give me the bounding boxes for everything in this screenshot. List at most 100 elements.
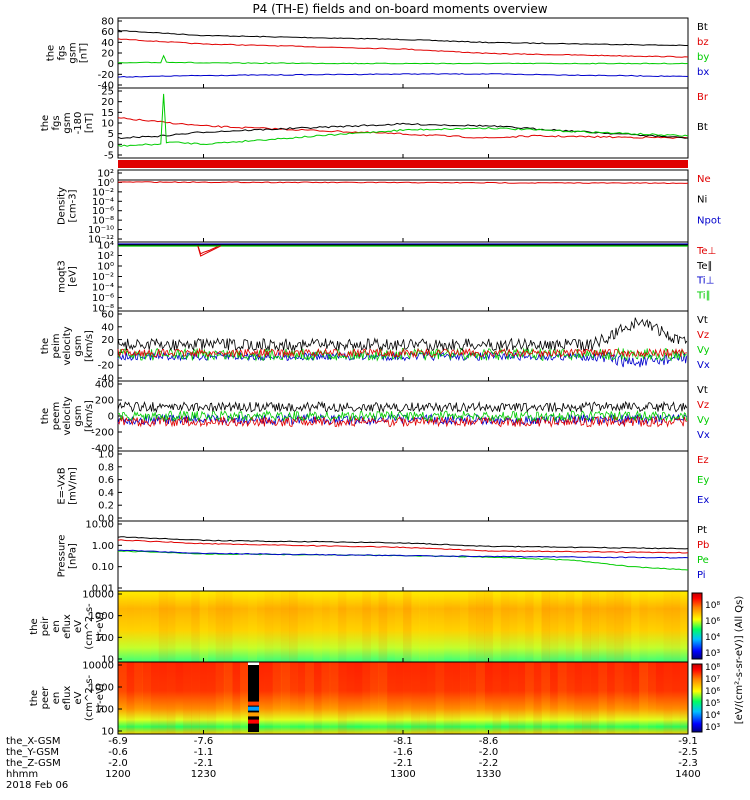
- spectrogram-column: [557, 662, 567, 734]
- legend-entry: Bt: [697, 22, 708, 33]
- spectrogram-column: [215, 662, 225, 734]
- legend-entry: bz: [697, 37, 709, 48]
- spectrogram-column: [362, 662, 371, 734]
- footer-value: -2.0: [108, 758, 128, 769]
- y-tick-label: 0.10: [92, 562, 114, 573]
- legend-entry: Ex: [697, 495, 709, 506]
- y-axis-label: sr-eV): [95, 683, 106, 712]
- colorbar-electron: [691, 663, 703, 733]
- panel-8: 10.00 1.00 0.10 0.01 Pressure [nPa] Pt Pb Pe Pi: [57, 520, 710, 595]
- footer-value: 1330: [476, 769, 501, 780]
- spectrogram-column: [280, 591, 290, 662]
- spectrogram-column: [208, 591, 217, 662]
- legend-entry: Vy: [697, 415, 710, 426]
- y-tick-label: 10: [101, 655, 114, 666]
- legend-entry: Ez: [697, 455, 709, 466]
- spectrogram-column: [411, 591, 420, 662]
- legend-entry: Ni: [697, 195, 707, 206]
- spectrogram-column: [598, 662, 608, 734]
- y-tick-label: 10⁻²: [92, 187, 114, 198]
- spectrogram-column: [183, 591, 192, 662]
- spectrogram-column: [533, 662, 542, 734]
- series-bz-line: [117, 38, 689, 58]
- spectrogram-column: [452, 591, 461, 662]
- spectrogram-column: [565, 662, 575, 734]
- spectrogram-column: [525, 591, 534, 662]
- spectrogram-column: [639, 662, 648, 734]
- y-axis-label: -180: [73, 112, 84, 135]
- spectrogram-column: [142, 591, 152, 662]
- y-axis-label: the: [29, 618, 40, 634]
- spectrogram-column: [158, 591, 168, 662]
- legend-entry: Bt: [697, 122, 708, 133]
- y-axis-label: velocity: [62, 326, 73, 365]
- spectrogram-column: [240, 591, 249, 662]
- spectrogram-column: [175, 662, 184, 734]
- spectrogram-column: [150, 662, 160, 734]
- y-axis-label: (cm^2-s-: [84, 603, 95, 650]
- y-tick-label: 10⁴: [97, 241, 114, 252]
- colorbar-tick-label: 10⁴: [705, 711, 720, 721]
- colorbar-label: [eV/(cm²-s-sr-eV)] (All Qs): [734, 596, 745, 725]
- spectrogram-column: [671, 662, 681, 734]
- y-tick-label: -40: [98, 374, 114, 385]
- spectrogram-column: [264, 662, 274, 734]
- spectrogram-column: [565, 591, 575, 662]
- spectrogram-column: [223, 591, 233, 662]
- y-tick-label: 0: [108, 412, 114, 423]
- y-tick-label: 80: [101, 17, 114, 28]
- spectrogram-column: [476, 591, 485, 662]
- spectrogram-column: [671, 591, 681, 662]
- data-gap-band: [248, 706, 259, 711]
- colorbar-tick-label: 10⁷: [705, 675, 720, 685]
- spectrogram-column: [232, 662, 241, 734]
- spectrogram-column: [484, 591, 494, 662]
- spectrogram-column: [655, 591, 664, 662]
- spectrogram-column: [541, 662, 551, 734]
- y-tick-label: 10000: [82, 661, 114, 672]
- data-gap-band: [248, 701, 259, 706]
- spectrogram-column: [631, 662, 640, 734]
- footer-row-label: the_Z-GSM: [6, 758, 61, 769]
- y-tick-label: 10.00: [85, 520, 114, 531]
- footer-row-label: the_Y-GSM: [6, 747, 59, 758]
- spectrogram-column: [679, 662, 689, 734]
- footer-value: -2.2: [479, 758, 499, 769]
- spectrogram-column: [679, 591, 689, 662]
- data-gap-band: [248, 719, 259, 724]
- series-green-line: [117, 93, 689, 147]
- footer-value: -2.0: [479, 747, 499, 758]
- spectrogram-column: [142, 662, 152, 734]
- y-tick-label: -400: [91, 444, 114, 455]
- legend-entry: Pe: [697, 555, 709, 566]
- y-tick-label: 0.6: [98, 475, 114, 486]
- y-axis-label: (cm^2-s-: [84, 674, 95, 721]
- footer-value: 1230: [191, 769, 216, 780]
- spectrogram-column: [443, 662, 453, 734]
- y-axis-label: gsm: [73, 335, 84, 356]
- y-axis-label: peem: [51, 402, 62, 430]
- legend-entry: Ti⊥: [696, 276, 714, 287]
- panel-frame: [117, 310, 689, 382]
- y-tick-label: 10⁰: [97, 178, 114, 189]
- spectrogram-column: [337, 662, 347, 734]
- y-axis-label: Density: [57, 187, 68, 225]
- spectrogram-column: [354, 591, 363, 662]
- spectrogram-column: [582, 662, 591, 734]
- spectrogram-column: [337, 591, 347, 662]
- spectrogram-column: [492, 662, 502, 734]
- y-tick-label: 60: [101, 27, 114, 38]
- y-axis-label: sr-eV): [95, 612, 106, 641]
- spectrogram-column: [191, 591, 200, 662]
- spectrogram-column: [346, 662, 355, 734]
- footer-value: 1300: [390, 769, 415, 780]
- spectrogram-column: [435, 591, 445, 662]
- series-by-line: [117, 54, 689, 65]
- y-axis-label: [nPa]: [68, 543, 79, 569]
- spectrogram-column: [273, 591, 282, 662]
- panel-10: 10000 1000 100 10 the peer en eflux eV (cm^2-s-sr…: [29, 661, 689, 738]
- data-gap-top: [248, 662, 259, 665]
- state-bar: [118, 160, 688, 168]
- y-tick-label: 0.0: [98, 514, 114, 525]
